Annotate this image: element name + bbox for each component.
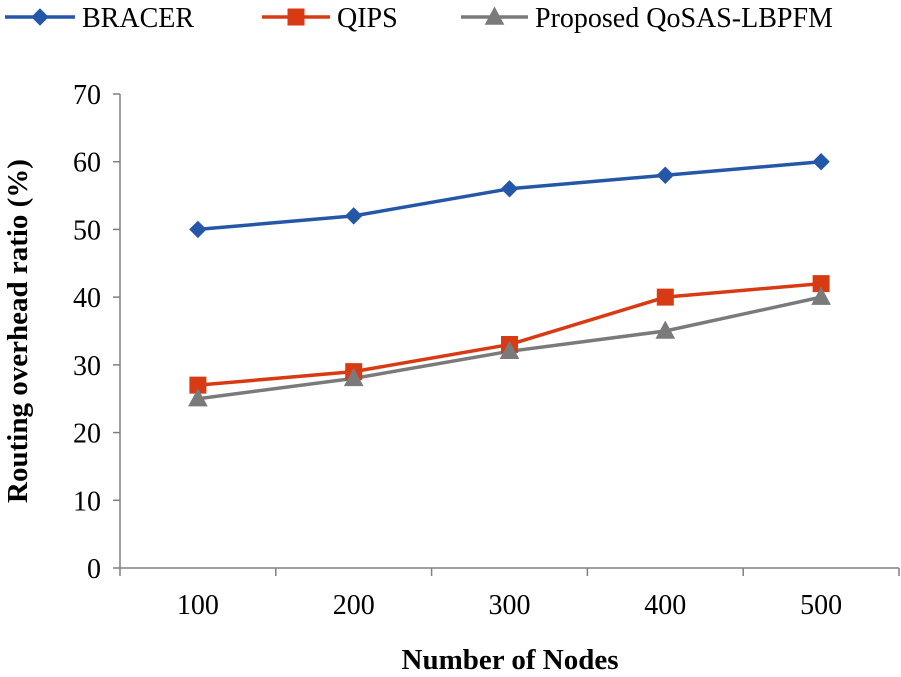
data-point-proposed-qosas-lbpfm [343,367,364,387]
series-line-qips [196,281,823,387]
x-tick-label: 300 [489,590,531,621]
y-axis-ticks: 0 10 20 30 40 50 60 70 [73,80,120,585]
data-point-bracer [500,180,519,198]
x-axis-title: Number of Nodes [402,644,619,676]
y-tick-label: 20 [73,419,101,450]
legend-item-proposed: Proposed QoSAS-LBPFM [461,3,833,34]
y-tick-label: 0 [87,554,101,585]
legend-label-qips: QIPS [337,3,398,34]
data-point-bracer [812,153,830,171]
data-point-qips [656,288,674,306]
legend-item-bracer: BRACER [5,3,194,34]
legend-marker-qips [287,8,305,26]
legend-label-proposed: Proposed QoSAS-LBPFM [535,3,833,34]
x-tick-label: 100 [177,590,219,621]
data-point-bracer [344,207,363,225]
legend-item-qips: QIPS [262,3,398,34]
y-tick-label: 30 [73,351,101,382]
data-point-proposed-qosas-lbpfm [188,388,208,407]
y-tick-label: 40 [73,283,101,314]
y-axis-title: Routing overhead ratio (%) [2,159,34,503]
legend: BRACER QIPS Proposed QoSAS-LBPFM [5,3,833,34]
x-tick-label: 400 [644,590,686,621]
data-point-proposed-qosas-lbpfm [811,286,831,305]
legend-label-bracer: BRACER [82,3,194,34]
data-point-bracer [189,220,207,239]
y-tick-label: 10 [73,486,101,517]
data-point-proposed-qosas-lbpfm [655,320,676,339]
y-tick-label: 60 [73,148,101,179]
data-point-proposed-qosas-lbpfm [499,340,520,360]
legend-marker-proposed [484,6,505,25]
data-point-qips [189,376,207,394]
y-tick-label: 50 [73,215,101,246]
data-point-bracer [656,166,675,184]
series-markers [188,153,831,407]
data-point-qips [812,275,830,293]
legend-marker-bracer [31,8,49,26]
y-tick-label: 70 [73,80,101,111]
x-tick-label: 500 [800,590,842,621]
x-axis-ticks: 100 200 300 400 500 [119,568,900,621]
x-tick-label: 200 [333,590,375,621]
